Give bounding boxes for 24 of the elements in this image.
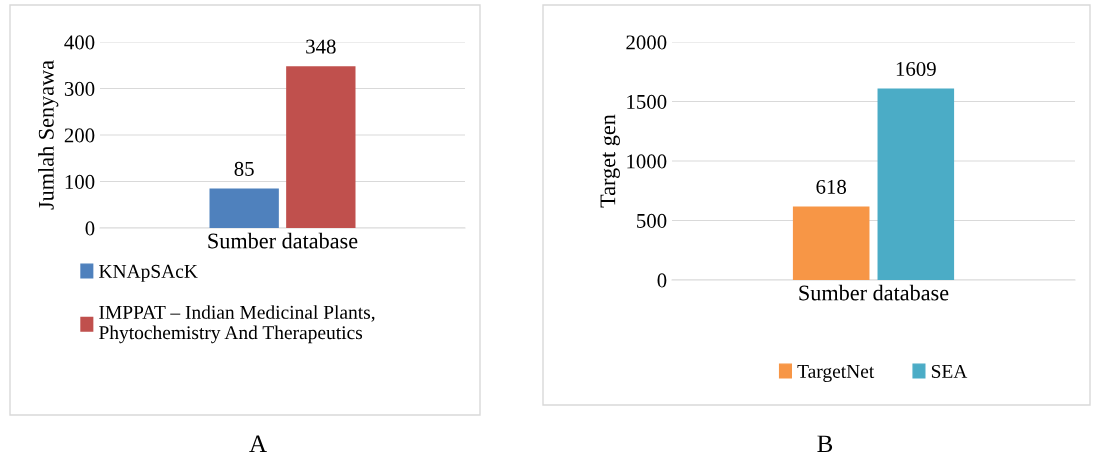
legend-label: TargetNet (797, 365, 875, 382)
y-tick-label: 300 (64, 81, 95, 96)
text: B (817, 435, 833, 453)
y-tick-label: 2000 (626, 35, 667, 50)
data-label: 1609 (896, 61, 936, 76)
legend-label: KNApSAcK (99, 264, 198, 282)
y-tick-label: 400 (64, 35, 95, 50)
y-tick-label: 500 (637, 213, 667, 228)
x-tick-label: Sumber database (799, 284, 949, 301)
y-tick-label: 100 (65, 174, 95, 189)
text: A (249, 435, 267, 452)
y-tick-label: 200 (64, 128, 95, 143)
y-tick-label: 1000 (627, 154, 667, 169)
y-axis-title: Target gen (600, 114, 620, 208)
y-tick-label: 0 (85, 221, 95, 236)
data-label: 618 (816, 179, 847, 194)
legend-label: IMPPAT – Indian Medicinal Plants, Phytochemistry And Therapeutics (99, 305, 375, 344)
x-tick-label: Sumber database (208, 232, 358, 249)
y-axis-title: Jumlah Senyawa (38, 60, 59, 210)
y-tick-label: 0 (657, 273, 667, 288)
legend-label: SEA (931, 364, 968, 378)
y-tick-label: 1500 (627, 94, 667, 109)
data-label: 348 (306, 39, 336, 54)
data-label: 85 (234, 161, 254, 176)
